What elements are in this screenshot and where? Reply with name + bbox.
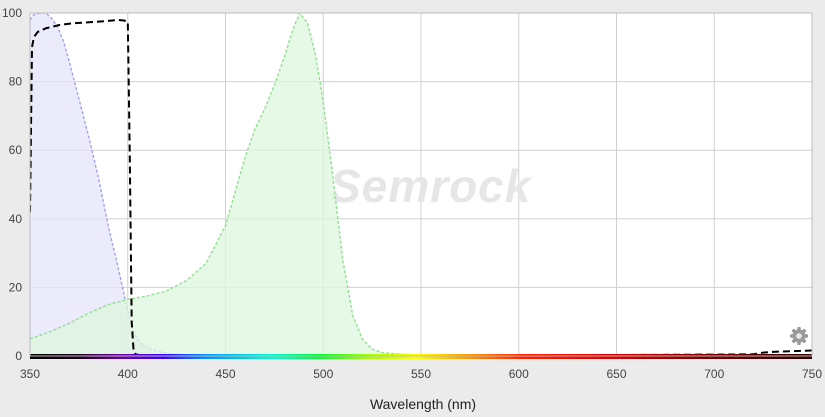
- tick-labels: 350 400 450 500 550 600 650 700 750 0 20 40 60 80 100: [2, 6, 822, 381]
- y-tick-label: 80: [9, 75, 23, 89]
- emission-area: [30, 13, 812, 356]
- y-tick-label: 100: [2, 6, 22, 20]
- x-tick-label: 500: [313, 367, 333, 381]
- x-tick-label: 700: [704, 367, 724, 381]
- x-tick-label: 400: [118, 367, 138, 381]
- excitation-line: [30, 13, 812, 356]
- emission-line: [30, 13, 812, 356]
- x-tick-label: 550: [411, 367, 431, 381]
- y-tick-label: 40: [9, 212, 23, 226]
- y-tick-label: 0: [15, 349, 22, 363]
- semrock-watermark: Semrock: [330, 160, 533, 212]
- plot-border: [29, 12, 813, 357]
- x-tick-label: 650: [606, 367, 626, 381]
- x-axis-title: Wavelength (nm): [370, 396, 476, 412]
- x-tick-label: 750: [802, 367, 822, 381]
- x-tick-label: 450: [215, 367, 235, 381]
- y-tick-label: 60: [9, 143, 23, 157]
- x-tick-label: 350: [20, 367, 40, 381]
- y-tick-label: 20: [9, 280, 23, 294]
- x-tick-label: 600: [509, 367, 529, 381]
- gear-icon[interactable]: [790, 327, 808, 345]
